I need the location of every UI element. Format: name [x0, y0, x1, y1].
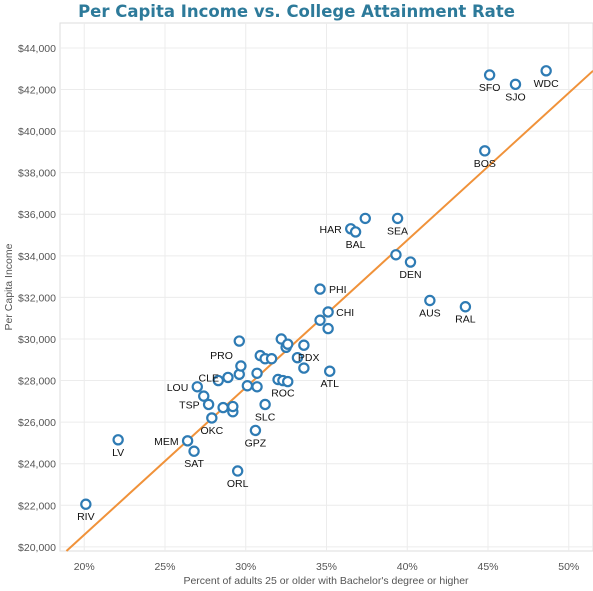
data-label: GPZ: [245, 437, 267, 449]
data-point: [282, 375, 294, 388]
data-label: TSP: [179, 399, 199, 411]
data-label: PRO: [210, 350, 233, 362]
data-point: [249, 424, 262, 437]
x-axis-ticks: 20% 25% 30% 35% 40% 45% 50%: [74, 561, 580, 573]
y-tick-label: $32,000: [18, 292, 56, 304]
x-tick-label: 40%: [397, 561, 418, 573]
data-point: [324, 365, 336, 377]
data-label: ATL: [320, 378, 339, 390]
data-point: [251, 367, 263, 379]
y-tick-label: $30,000: [18, 334, 56, 346]
data-point: [322, 306, 334, 318]
data-point: [298, 339, 310, 351]
data-point: [314, 283, 326, 295]
data-point: [80, 498, 92, 510]
data-label: PDX: [298, 352, 320, 364]
data-label: RAL: [455, 314, 476, 326]
data-point: [217, 401, 229, 414]
data-point: [212, 374, 224, 387]
x-tick-label: 30%: [235, 561, 256, 573]
data-point: [349, 226, 362, 238]
data-label: CHI: [336, 307, 354, 319]
y-tick-label: $44,000: [18, 43, 56, 55]
y-axis-title: Per Capita Income: [3, 243, 15, 330]
data-label: DEN: [399, 269, 421, 281]
data-label: BAL: [346, 239, 366, 251]
data-point: [235, 360, 247, 372]
y-tick-label: $26,000: [18, 417, 56, 429]
data-point: [404, 256, 417, 268]
x-tick-label: 45%: [478, 561, 499, 573]
data-label: ORL: [227, 478, 249, 490]
data-label: SAT: [184, 458, 204, 470]
data-point: [424, 294, 436, 307]
data-point: [206, 412, 218, 424]
data-point: [314, 314, 326, 326]
data-point: [359, 212, 371, 225]
data-label: ROC: [271, 388, 295, 400]
data-label: SJO: [505, 91, 525, 103]
data-point: [191, 381, 203, 393]
data-label: WDC: [534, 78, 559, 90]
data-label: SFO: [479, 82, 501, 94]
y-tick-label: $24,000: [18, 459, 56, 471]
grid: [60, 23, 593, 551]
data-point: [265, 353, 278, 365]
data-point: [479, 145, 491, 157]
data-label: LV: [112, 447, 124, 459]
data-point: [298, 362, 310, 374]
y-tick-label: $40,000: [18, 126, 56, 138]
data-point: [241, 380, 254, 392]
x-tick-label: 25%: [154, 561, 175, 573]
data-point: [540, 65, 552, 77]
data-label: RIV: [77, 511, 95, 523]
data-points: [80, 65, 552, 510]
chart-title: Per Capita Income vs. College Attainment…: [78, 2, 515, 21]
data-point: [222, 371, 234, 384]
data-point: [198, 390, 210, 402]
x-tick-label: 35%: [316, 561, 337, 573]
data-point: [322, 322, 334, 335]
x-tick-label: 50%: [558, 561, 579, 573]
data-label: CLE: [199, 372, 219, 384]
data-point: [459, 301, 472, 313]
data-label: BOS: [474, 158, 496, 170]
data-point: [202, 398, 215, 411]
y-tick-label: $34,000: [18, 251, 56, 263]
y-tick-label: $28,000: [18, 376, 56, 388]
data-label: OKC: [200, 425, 223, 437]
data-point: [259, 398, 271, 411]
y-axis-ticks: $20,000 $22,000 $24,000 $26,000 $28,000 $30,0…: [18, 43, 56, 554]
data-point: [227, 400, 239, 413]
data-point: [233, 335, 245, 347]
data-label: MEM: [154, 436, 179, 448]
y-tick-label: $42,000: [18, 85, 56, 97]
data-point: [390, 249, 402, 261]
y-tick-label: $36,000: [18, 209, 56, 221]
data-point: [391, 212, 404, 225]
data-point: [291, 351, 304, 364]
data-point: [231, 465, 244, 477]
point-labels: RIV LV MEM SAT LOU TSP OKC CLE ORL PRO GPZ SLC ROC PD…: [77, 78, 559, 523]
data-label: AUS: [419, 308, 441, 320]
data-label: SEA: [387, 225, 408, 237]
data-label: HAR: [320, 224, 343, 236]
y-tick-label: $20,000: [18, 542, 56, 554]
data-label: SLC: [255, 411, 276, 423]
data-point: [483, 69, 496, 81]
data-label: LOU: [167, 382, 189, 394]
data-point: [251, 381, 263, 393]
data-point: [282, 338, 294, 350]
x-tick-label: 20%: [74, 561, 95, 573]
data-point: [112, 434, 124, 446]
data-point: [181, 435, 194, 447]
y-tick-label: $22,000: [18, 500, 56, 512]
data-point: [509, 78, 522, 91]
y-tick-label: $38,000: [18, 168, 56, 180]
x-axis-title: Percent of adults 25 or older with Bache…: [183, 575, 469, 587]
data-label: PHI: [329, 284, 347, 296]
data-point: [188, 445, 200, 457]
